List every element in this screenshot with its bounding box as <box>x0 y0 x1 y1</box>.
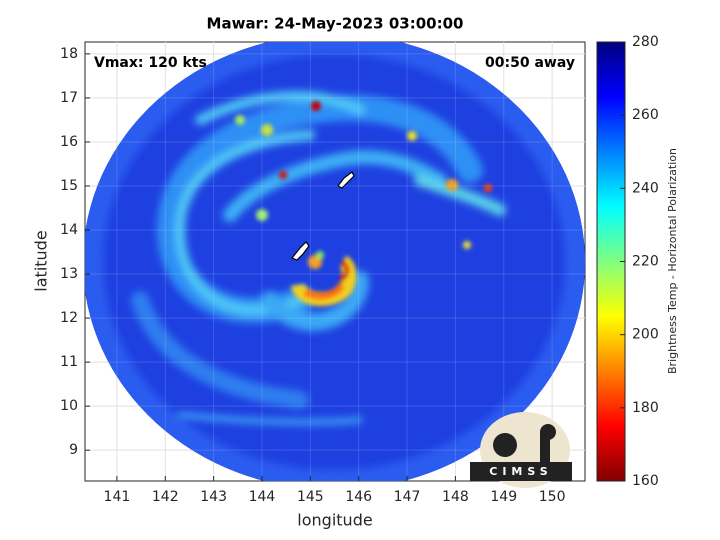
colorbar-tick-label: 260 <box>632 107 659 123</box>
colorbar-tick-label: 280 <box>632 34 659 50</box>
y-tick-label: 13 <box>60 266 78 282</box>
y-tick-label: 16 <box>60 134 78 150</box>
y-tick-label: 11 <box>60 354 78 370</box>
y-axis-label: latitude <box>32 230 51 291</box>
x-tick-label: 147 <box>394 489 421 505</box>
x-tick-label: 150 <box>539 489 566 505</box>
x-tick-label: 144 <box>249 489 276 505</box>
x-tick-label: 145 <box>297 489 324 505</box>
x-tick-label: 141 <box>104 489 131 505</box>
chart-title: Mawar: 24-May-2023 03:00:00 <box>207 15 464 33</box>
y-tick-label: 17 <box>60 90 78 106</box>
colorbar-tick-label: 180 <box>632 400 659 416</box>
colorbar-tick-label: 200 <box>632 327 659 343</box>
colorbar-tick-label: 160 <box>632 473 659 489</box>
x-tick-label: 142 <box>152 489 179 505</box>
x-tick-label: 146 <box>345 489 372 505</box>
colorbar-label: Brightness Temp - Horizontal Polarizatio… <box>666 148 679 374</box>
logo-text: CIMSS <box>489 465 552 478</box>
annotation: 00:50 away <box>485 55 575 71</box>
colorbar-tick-label: 240 <box>632 180 659 196</box>
x-tick-label: 148 <box>442 489 469 505</box>
logo: CIMSS <box>470 412 572 488</box>
y-tick-label: 9 <box>69 442 78 458</box>
colorbar-tick-label: 220 <box>632 254 659 270</box>
y-tick-label: 14 <box>60 222 78 238</box>
annotation: Vmax: 120 kts <box>94 55 207 71</box>
x-axis-label: longitude <box>297 511 372 530</box>
y-tick-label: 18 <box>60 46 78 62</box>
x-tick-label: 143 <box>200 489 227 505</box>
satellite-image <box>85 42 585 481</box>
y-tick-label: 12 <box>60 310 78 326</box>
y-tick-label: 10 <box>60 398 78 414</box>
y-tick-label: 15 <box>60 178 78 194</box>
x-tick-label: 149 <box>490 489 517 505</box>
